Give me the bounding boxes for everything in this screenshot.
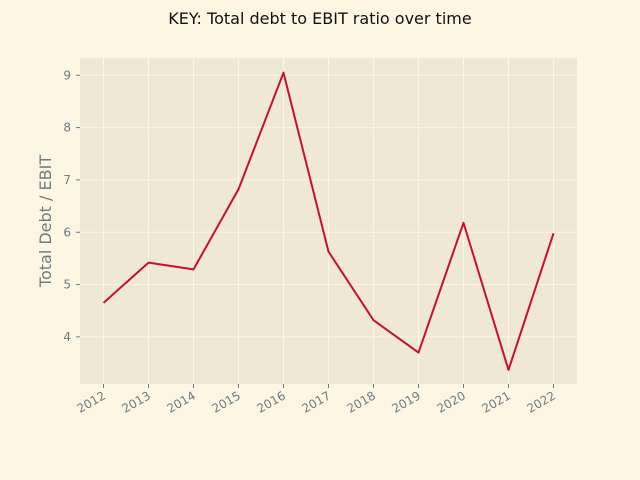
x-axis: 2012 2013 2014 2015 2016 2017 2018 2019 2020 2021… (75, 384, 558, 416)
y-tick-label: 5 (63, 278, 71, 292)
x-tick-label: 2017 (300, 388, 333, 415)
y-axis: 4 5 6 7 8 9 (63, 68, 80, 344)
series-layer (102, 71, 555, 371)
x-tick-label: 2018 (345, 388, 378, 415)
grid-lines (80, 58, 577, 384)
x-tick-label: 2022 (525, 388, 558, 415)
x-tick-label: 2013 (120, 388, 153, 415)
x-tick-label: 2015 (210, 388, 243, 415)
series-line (102, 71, 555, 371)
x-tick-label: 2016 (255, 388, 288, 415)
y-tick-label: 6 (63, 225, 71, 239)
y-tick-label: 7 (63, 173, 71, 187)
chart-title: KEY: Total debt to EBIT ratio over time (168, 9, 471, 28)
x-tick-label: 2021 (480, 388, 513, 415)
x-tick-label: 2014 (165, 388, 198, 415)
y-tick-label: 8 (63, 121, 71, 135)
y-tick-label: 9 (63, 68, 71, 82)
y-tick-label: 4 (63, 330, 71, 344)
x-tick-label: 2019 (390, 388, 423, 415)
x-tick-label: 2012 (75, 388, 108, 415)
x-tick-label: 2020 (435, 388, 468, 415)
y-axis-label: Total Debt / EBIT (36, 155, 55, 288)
